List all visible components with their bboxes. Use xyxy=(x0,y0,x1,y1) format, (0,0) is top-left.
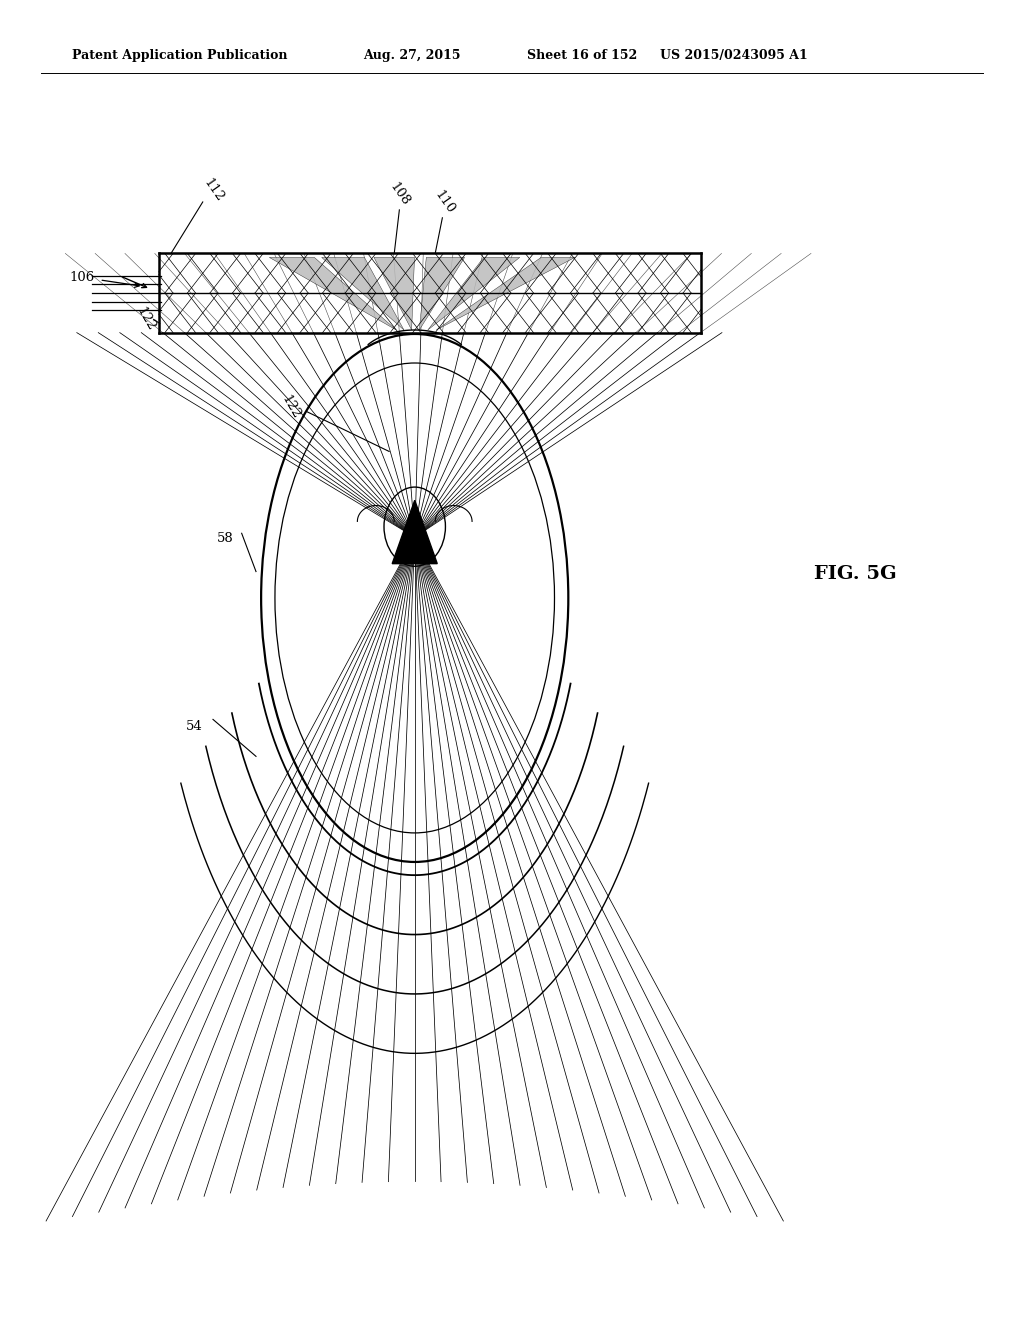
Polygon shape xyxy=(420,257,465,330)
Text: FIG. 5G: FIG. 5G xyxy=(814,565,896,583)
Polygon shape xyxy=(322,257,403,330)
Text: 112: 112 xyxy=(201,177,225,205)
Polygon shape xyxy=(269,257,396,330)
Text: Aug. 27, 2015: Aug. 27, 2015 xyxy=(364,49,461,62)
Text: 58: 58 xyxy=(217,532,233,545)
Text: 108: 108 xyxy=(387,181,412,209)
Polygon shape xyxy=(374,257,415,330)
Polygon shape xyxy=(392,500,437,564)
Polygon shape xyxy=(428,257,520,330)
Text: Patent Application Publication: Patent Application Publication xyxy=(72,49,287,62)
Text: 110: 110 xyxy=(432,189,457,216)
Text: 122: 122 xyxy=(279,393,302,421)
Text: US 2015/0243095 A1: US 2015/0243095 A1 xyxy=(660,49,808,62)
Text: Sheet 16 of 152: Sheet 16 of 152 xyxy=(527,49,638,62)
Text: 106: 106 xyxy=(69,271,94,284)
Text: 122: 122 xyxy=(133,305,157,333)
Text: 54: 54 xyxy=(186,719,203,733)
Polygon shape xyxy=(436,257,575,330)
